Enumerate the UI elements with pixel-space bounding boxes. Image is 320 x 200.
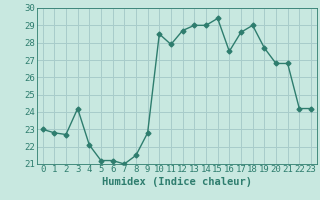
X-axis label: Humidex (Indice chaleur): Humidex (Indice chaleur) xyxy=(102,177,252,187)
